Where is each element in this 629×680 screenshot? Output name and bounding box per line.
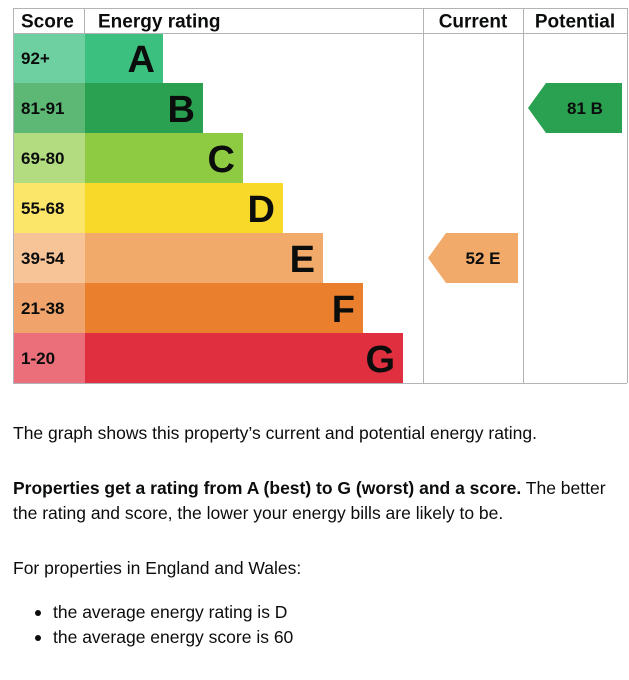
score-cell-f [13, 283, 85, 333]
rating-letter-f: F [332, 289, 355, 331]
current-rating-label: 52 E [466, 249, 501, 268]
current-rating-arrow [428, 233, 518, 283]
rating-bar-a [85, 33, 163, 83]
rating-letter-d: D [248, 189, 275, 231]
score-cell-a [13, 33, 85, 83]
score-range-g: 1-20 [21, 349, 55, 368]
rating-letter-e: E [290, 239, 315, 281]
rating-bar-f [85, 283, 363, 333]
average-rating-item: the average energy rating is D [13, 600, 293, 625]
rating-explanation-bold: Properties get a rating from A (best) to… [13, 478, 522, 498]
score-cell-d [13, 183, 85, 233]
average-stats-list: the average energy rating is D the avera… [13, 600, 293, 650]
score-cell-b [13, 83, 85, 133]
header-current: Current [439, 12, 508, 33]
score-range-a: 92+ [21, 49, 50, 68]
region-heading: For properties in England and Wales: [13, 558, 302, 578]
rating-bar-d [85, 183, 283, 233]
rating-letter-c: C [208, 139, 235, 181]
score-range-f: 21-38 [21, 299, 64, 318]
rating-bar-c [85, 133, 243, 183]
rating-explanation: Properties get a rating from A (best) to… [13, 476, 625, 526]
potential-rating-label: 81 B [567, 99, 603, 118]
rating-explanation-rest: The better the rating and score, the low… [13, 478, 606, 523]
average-score-item: the average energy score is 60 [13, 625, 293, 650]
header-potential: Potential [535, 12, 615, 33]
header-score: Score [21, 12, 74, 33]
score-range-e: 39-54 [21, 249, 65, 268]
rating-letter-b: B [168, 89, 195, 131]
rating-letter-a: A [128, 39, 155, 81]
potential-rating-arrow [528, 83, 622, 133]
rating-bar-g [85, 333, 403, 383]
rating-letter-g: G [365, 339, 395, 381]
score-range-d: 55-68 [21, 199, 64, 218]
chart-description: The graph shows this property’s current … [13, 423, 538, 443]
score-cell-c [13, 133, 85, 183]
score-cell-e [13, 233, 85, 283]
score-range-b: 81-91 [21, 99, 64, 118]
header-energy-rating: Energy rating [98, 12, 220, 33]
score-range-c: 69-80 [21, 149, 64, 168]
score-cell-g [13, 333, 85, 383]
rating-bar-b [85, 83, 203, 133]
energy-rating-chart: Score Energy rating Current Potential 92+ A 81… [13, 8, 628, 384]
rating-bar-e [85, 233, 323, 283]
